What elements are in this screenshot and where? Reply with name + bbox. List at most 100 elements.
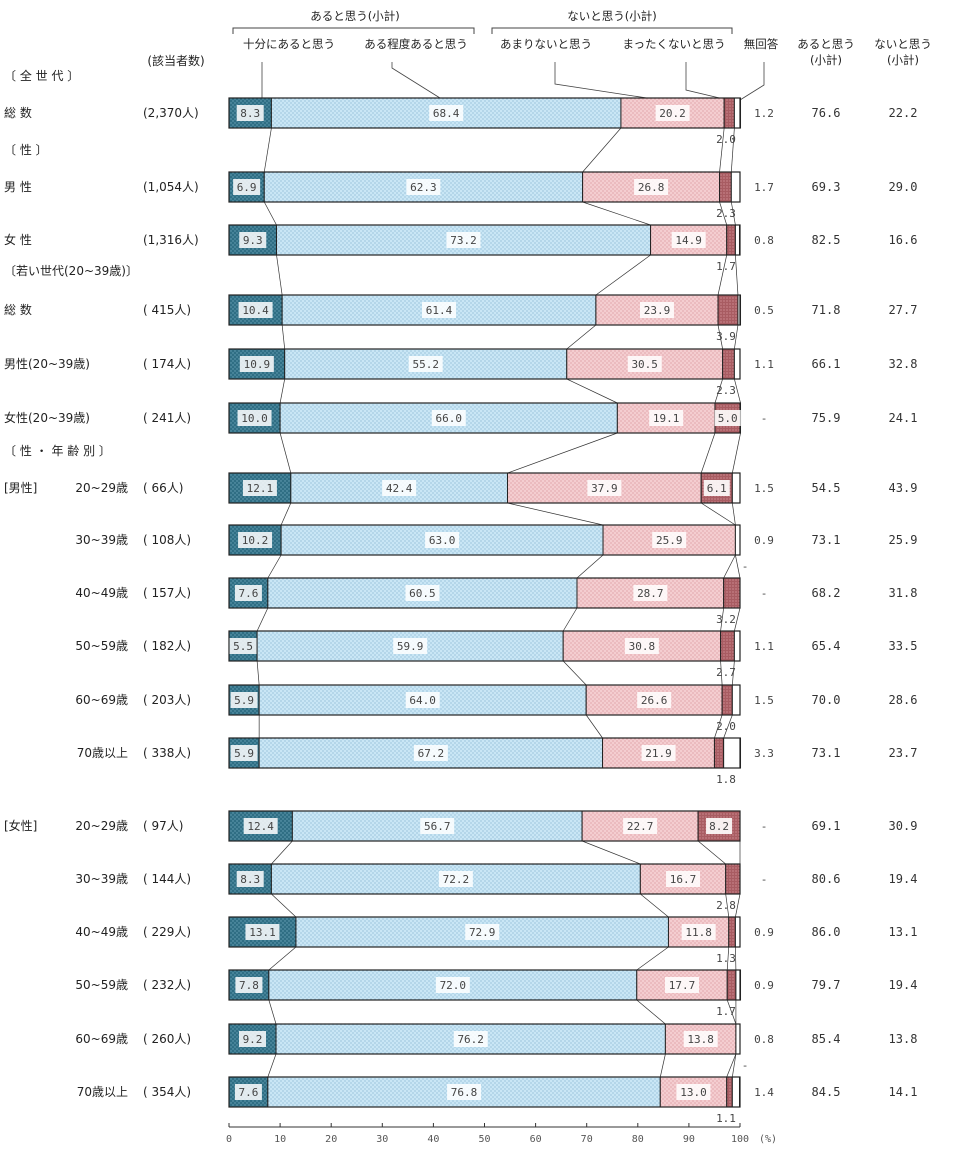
segment-label-bg: [623, 818, 658, 834]
aru-subtotal-value: 69.3: [812, 180, 841, 194]
x-tick-label: 50: [478, 1134, 490, 1145]
row-count: ( 97人): [143, 819, 183, 833]
bar-segment-3: [719, 171, 732, 203]
row-count: ( 415人): [143, 303, 191, 317]
segment-label-bg: [408, 356, 443, 372]
segment-label-bg: [405, 692, 440, 708]
connector-line: [267, 554, 282, 579]
nai-subtotal-value: 33.5: [889, 639, 918, 653]
segment-value-label-outside: 1.7: [716, 260, 736, 273]
no-answer-value: 3.3: [754, 747, 774, 760]
bar-segment-4: [733, 348, 741, 380]
segment-label-bg: [242, 480, 277, 496]
segment-label-bg: [238, 302, 273, 318]
row-label: 男性(20~39歳): [4, 357, 90, 371]
segment-value-label-outside: 1.3: [716, 952, 736, 965]
nai-subtotal-value: 31.8: [889, 586, 918, 600]
segment-value-label-outside: 2.7: [716, 666, 736, 679]
segment-value-label: 63.0: [429, 534, 456, 547]
connector-line: [576, 554, 604, 579]
bar-frame: [228, 577, 741, 609]
row-count: (2,370人): [143, 106, 199, 120]
connector-line: [700, 432, 716, 474]
no-answer-value: -: [761, 873, 768, 886]
bar-frame: [228, 684, 741, 716]
segment-label-bg: [413, 745, 448, 761]
segment-label-bg: [453, 1031, 488, 1047]
segment-value-label: 5.9: [234, 694, 254, 707]
bar-frame: [228, 1023, 741, 1055]
no-answer-value: -: [761, 412, 768, 425]
nai-subtotal-value: 13.8: [889, 1032, 918, 1046]
row-label: 20~29歳: [75, 819, 128, 833]
no-answer-value: 0.8: [754, 234, 774, 247]
connector-line: [735, 554, 741, 579]
connector-line: [263, 127, 272, 173]
segment-label-bg: [406, 179, 441, 195]
aru-subtotal-value: 79.7: [812, 978, 841, 992]
aru-subtotal-value: 70.0: [812, 693, 841, 707]
bar-segment-4: [731, 684, 741, 716]
bar-segment-3: [720, 630, 735, 662]
segment-label-bg: [627, 356, 662, 372]
row-count: ( 229人): [143, 925, 191, 939]
segment-value-label: 28.7: [637, 587, 664, 600]
connector-line: [267, 1053, 277, 1078]
bar-frame: [228, 294, 741, 326]
segment-label-bg: [245, 924, 280, 940]
segment-label-bg: [425, 532, 460, 548]
nai-subtotal-value: 32.8: [889, 357, 918, 371]
legend-label-2: あまりないと思う: [500, 37, 592, 51]
connector-line: [730, 127, 735, 173]
segment-label-bg: [649, 410, 684, 426]
legend-leader-2: [554, 62, 661, 101]
section-heading-1: 〔 性 〕: [4, 143, 48, 157]
connector-line: [714, 714, 723, 739]
segment-label-bg: [230, 745, 258, 761]
row-label: 20~29歳: [75, 481, 128, 495]
segment-value-label: 7.6: [238, 587, 258, 600]
x-tick-label: 80: [632, 1134, 644, 1145]
segment-value-label: 14.9: [675, 234, 702, 247]
segment-value-label: 5.0: [718, 412, 738, 425]
segment-value-label-outside: 2.0: [716, 133, 736, 146]
connector-line: [268, 999, 277, 1025]
segment-label-bg: [683, 1031, 718, 1047]
segment-value-label: 66.0: [435, 412, 462, 425]
connector-line: [717, 254, 728, 296]
segment-label-bg: [666, 871, 701, 887]
row-count: (1,054人): [143, 180, 199, 194]
bar-frame: [228, 630, 741, 662]
segment-value-label: 72.9: [469, 926, 496, 939]
nai-subtotal-value: 29.0: [889, 180, 918, 194]
no-answer-value: 0.9: [754, 534, 774, 547]
nai-subtotal-header-2: (小計): [887, 53, 919, 67]
header-group-aru: あると思う(小計): [310, 9, 399, 23]
segment-value-label: 68.4: [433, 107, 460, 120]
bar-segment-3: [728, 916, 736, 948]
row-count: ( 354人): [143, 1085, 191, 1099]
connector-line: [280, 502, 292, 526]
bar-frame: [228, 472, 741, 504]
segment-value-label: 6.9: [237, 181, 257, 194]
segment-label-bg: [230, 692, 258, 708]
segment-value-label: 19.1: [653, 412, 680, 425]
connector-line: [725, 893, 730, 918]
bar-segment-4: [734, 916, 741, 948]
segment-value-label: 42.4: [386, 482, 413, 495]
row-label: 70歳以上: [77, 1085, 128, 1099]
connector-line: [281, 324, 286, 350]
no-answer-value: 1.2: [754, 107, 774, 120]
aru-subtotal-value: 75.9: [812, 411, 841, 425]
segment-label-bg: [382, 480, 417, 496]
x-tick-label: 90: [683, 1134, 695, 1145]
segment-value-label-outside: 1.1: [716, 1112, 736, 1125]
x-tick-label: 30: [376, 1134, 388, 1145]
segment-label-bg: [229, 638, 257, 654]
segment-value-label: 23.9: [644, 304, 671, 317]
connector-line: [720, 660, 723, 686]
x-tick-label: 10: [274, 1134, 286, 1145]
segment-label-bg: [447, 1084, 482, 1100]
header-group-nai: ないと思う(小計): [567, 9, 656, 23]
segment-value-label: 17.7: [669, 979, 696, 992]
